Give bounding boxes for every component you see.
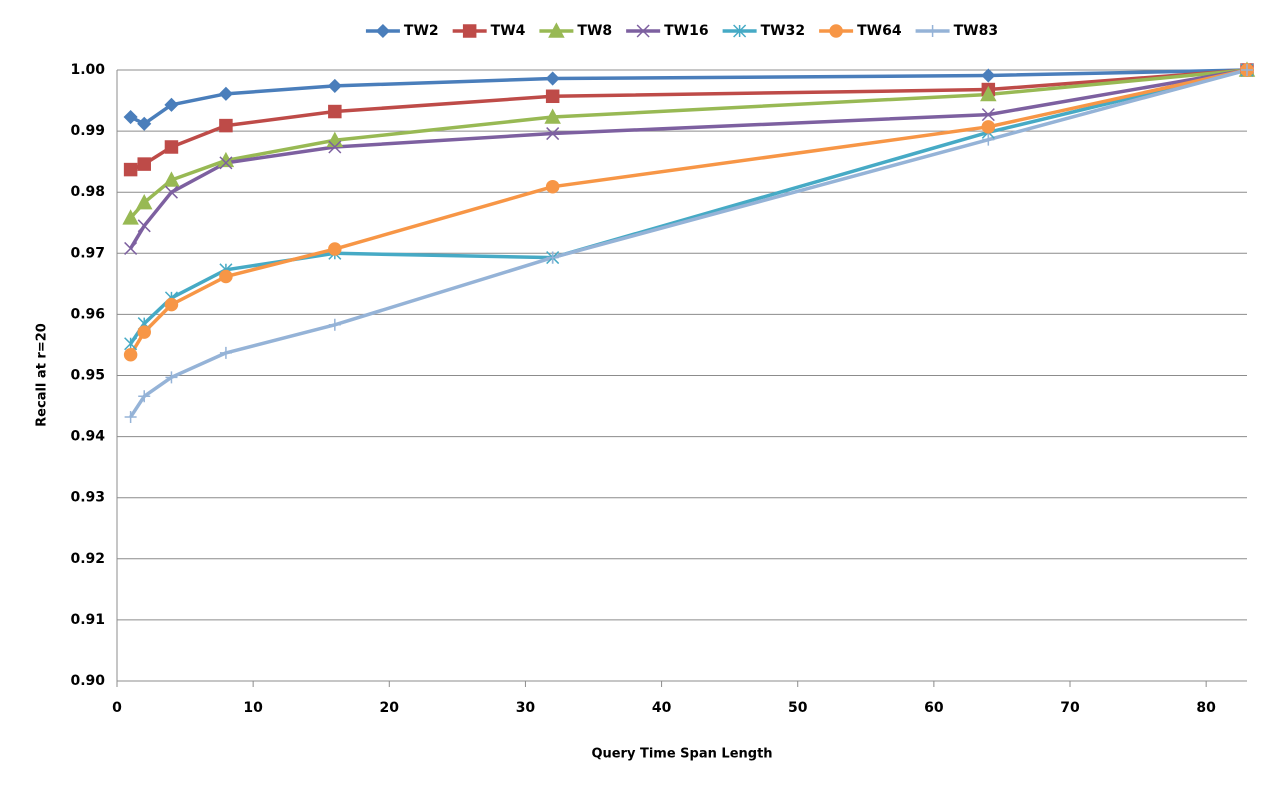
marker — [545, 71, 560, 86]
marker — [926, 25, 939, 37]
legend-label: TW2 — [404, 23, 439, 39]
marker — [328, 104, 342, 119]
marker — [546, 251, 559, 264]
marker — [981, 108, 995, 122]
x-tick-label: 40 — [652, 700, 672, 716]
marker — [328, 140, 342, 154]
marker — [980, 85, 997, 102]
series-line — [129, 68, 1248, 126]
marker — [219, 156, 233, 170]
y-tick-label: 0.91 — [70, 612, 105, 628]
marker — [375, 23, 390, 39]
legend-label: TW8 — [577, 23, 612, 39]
marker — [548, 22, 565, 38]
legend-label: TW83 — [954, 23, 998, 39]
marker — [137, 219, 151, 233]
marker — [545, 89, 560, 104]
series-line — [129, 68, 1248, 220]
marker — [327, 78, 342, 93]
y-tick-label: 0.90 — [70, 673, 105, 689]
legend-label: TW32 — [761, 23, 805, 39]
marker — [124, 411, 137, 424]
x-tick-label: 0 — [112, 700, 122, 716]
marker — [218, 86, 233, 101]
marker — [137, 116, 152, 131]
series-line — [129, 68, 1248, 250]
series-line — [129, 68, 1248, 356]
x-tick-label: 20 — [380, 700, 400, 716]
series-line — [129, 68, 1248, 419]
marker — [165, 371, 178, 384]
marker — [982, 133, 995, 146]
marker — [138, 390, 151, 403]
y-tick-label: 0.99 — [70, 123, 105, 139]
marker — [164, 297, 179, 312]
y-tick-label: 0.94 — [70, 429, 105, 445]
marker — [164, 97, 179, 112]
marker — [124, 241, 138, 255]
x-tick-label: 30 — [516, 700, 536, 716]
marker — [219, 118, 233, 133]
legend-label: TW4 — [491, 23, 526, 39]
y-tick-label: 0.96 — [70, 306, 105, 322]
marker — [636, 24, 650, 38]
marker — [163, 171, 180, 187]
y-tick-label: 0.92 — [70, 551, 105, 567]
y-tick-label: 0.93 — [70, 490, 105, 506]
y-tick-label: 0.97 — [70, 245, 105, 261]
marker — [733, 24, 747, 38]
marker — [219, 346, 232, 359]
x-axis-title: Query Time Span Length — [591, 747, 772, 762]
marker — [123, 109, 138, 125]
y-tick-label: 0.98 — [70, 184, 105, 200]
marker — [981, 120, 996, 134]
marker — [328, 318, 341, 331]
marker — [135, 194, 153, 210]
x-tick-label: 70 — [1060, 700, 1080, 716]
y-axis-title: Recall at r=20 — [35, 323, 50, 427]
marker — [137, 325, 151, 339]
marker — [544, 108, 561, 124]
x-tick-label: 10 — [243, 700, 263, 716]
y-tick-label: 0.95 — [70, 368, 105, 384]
marker — [328, 242, 342, 256]
marker — [546, 127, 560, 141]
x-tick-label: 80 — [1196, 700, 1216, 716]
marker — [124, 337, 138, 351]
legend-label: TW16 — [664, 23, 708, 39]
marker — [1241, 64, 1253, 76]
marker — [462, 24, 477, 38]
marker — [545, 179, 560, 194]
legend: TW2 TW4 TW8 TW16 TW32 TW64 TW83 — [365, 22, 998, 39]
marker — [981, 68, 996, 83]
marker — [219, 269, 233, 284]
x-tick-label: 60 — [924, 700, 944, 716]
x-tick-label: 50 — [788, 700, 808, 716]
marker — [164, 185, 178, 199]
marker — [122, 209, 139, 225]
marker — [123, 347, 138, 362]
marker — [123, 162, 138, 177]
marker — [137, 157, 151, 171]
marker — [164, 140, 179, 154]
marker — [829, 24, 843, 38]
legend-label: TW64 — [857, 23, 902, 39]
y-tick-label: 1.00 — [70, 62, 105, 78]
